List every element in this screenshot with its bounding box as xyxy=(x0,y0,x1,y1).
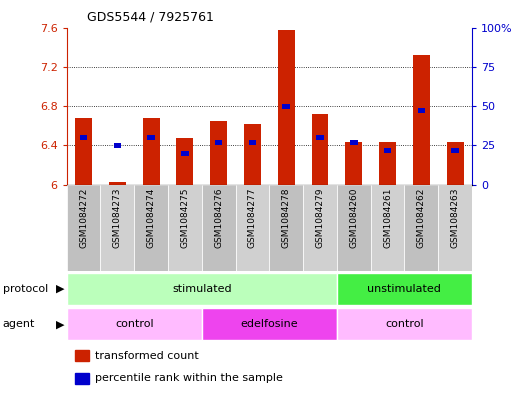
Text: GSM1084273: GSM1084273 xyxy=(113,187,122,248)
Bar xyxy=(75,373,89,384)
Text: GSM1084263: GSM1084263 xyxy=(450,187,460,248)
Bar xyxy=(451,148,459,152)
Text: stimulated: stimulated xyxy=(172,284,231,294)
Bar xyxy=(181,151,189,156)
Text: GSM1084262: GSM1084262 xyxy=(417,187,426,248)
Text: GSM1084274: GSM1084274 xyxy=(147,187,155,248)
Bar xyxy=(235,185,269,271)
Text: GSM1084272: GSM1084272 xyxy=(79,187,88,248)
Text: transformed count: transformed count xyxy=(95,351,199,361)
Bar xyxy=(404,185,438,271)
Text: GSM1084279: GSM1084279 xyxy=(315,187,325,248)
Text: control: control xyxy=(385,319,424,329)
Bar xyxy=(384,148,391,152)
Bar xyxy=(67,185,101,271)
Text: GDS5544 / 7925761: GDS5544 / 7925761 xyxy=(87,11,214,24)
Bar xyxy=(316,135,324,140)
Bar xyxy=(113,143,121,148)
Text: agent: agent xyxy=(3,319,35,329)
Bar xyxy=(147,135,155,140)
Bar xyxy=(370,185,404,271)
Text: GSM1084260: GSM1084260 xyxy=(349,187,358,248)
Text: GSM1084278: GSM1084278 xyxy=(282,187,291,248)
Bar xyxy=(278,30,294,185)
Bar xyxy=(269,185,303,271)
Bar xyxy=(210,121,227,185)
Bar xyxy=(438,185,472,271)
Bar xyxy=(283,104,290,108)
Bar xyxy=(67,273,337,305)
Bar xyxy=(134,185,168,271)
Text: GSM1084276: GSM1084276 xyxy=(214,187,223,248)
Bar xyxy=(337,185,370,271)
Bar xyxy=(413,55,430,185)
Text: ▶: ▶ xyxy=(55,319,64,329)
Text: percentile rank within the sample: percentile rank within the sample xyxy=(95,373,283,383)
Bar xyxy=(379,142,396,185)
Bar xyxy=(345,142,362,185)
Text: ▶: ▶ xyxy=(55,284,64,294)
Text: GSM1084261: GSM1084261 xyxy=(383,187,392,248)
Bar xyxy=(337,308,472,340)
Bar xyxy=(109,182,126,185)
Bar xyxy=(350,140,358,145)
Bar xyxy=(244,124,261,185)
Text: edelfosine: edelfosine xyxy=(241,319,298,329)
Bar xyxy=(202,308,337,340)
Bar xyxy=(101,185,134,271)
Bar xyxy=(143,118,160,185)
Bar xyxy=(80,135,87,140)
Bar xyxy=(75,118,92,185)
Bar xyxy=(215,140,223,145)
Bar xyxy=(311,114,328,185)
Text: protocol: protocol xyxy=(3,284,48,294)
Text: GSM1084277: GSM1084277 xyxy=(248,187,257,248)
Bar xyxy=(418,108,425,113)
Text: unstimulated: unstimulated xyxy=(367,284,441,294)
Bar xyxy=(67,308,202,340)
Text: GSM1084275: GSM1084275 xyxy=(181,187,189,248)
Bar xyxy=(447,142,464,185)
Text: control: control xyxy=(115,319,153,329)
Bar xyxy=(249,140,256,145)
Bar xyxy=(202,185,235,271)
Bar xyxy=(303,185,337,271)
Bar xyxy=(337,273,472,305)
Bar xyxy=(75,350,89,361)
Bar xyxy=(168,185,202,271)
Bar xyxy=(176,138,193,185)
